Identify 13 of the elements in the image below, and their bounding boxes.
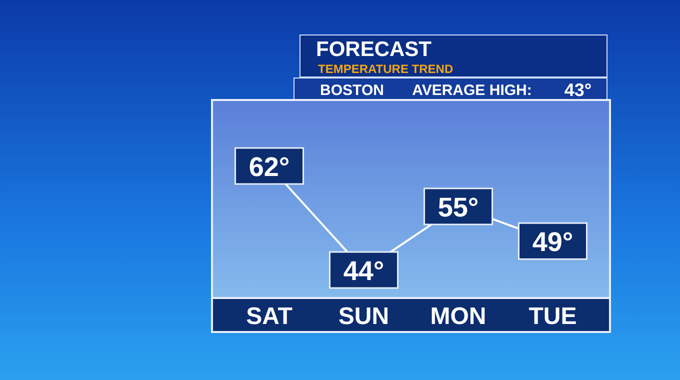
x-tick-label: SAT <box>246 303 293 330</box>
data-label: 44° <box>343 256 384 286</box>
x-tick-label: MON <box>430 303 486 330</box>
chart-subtitle: TEMPERATURE TREND <box>318 62 454 76</box>
data-label: 62° <box>248 152 290 182</box>
data-label: 55° <box>438 192 479 222</box>
text: 43° <box>564 80 592 100</box>
x-tick-label: SUN <box>338 303 390 330</box>
x-tick-label: TUE <box>528 303 577 330</box>
text: BOSTON <box>320 82 384 99</box>
text: AVERAGE HIGH: <box>412 82 532 99</box>
chart-title: FORECAST <box>316 38 432 61</box>
data-label: 49° <box>532 227 574 258</box>
